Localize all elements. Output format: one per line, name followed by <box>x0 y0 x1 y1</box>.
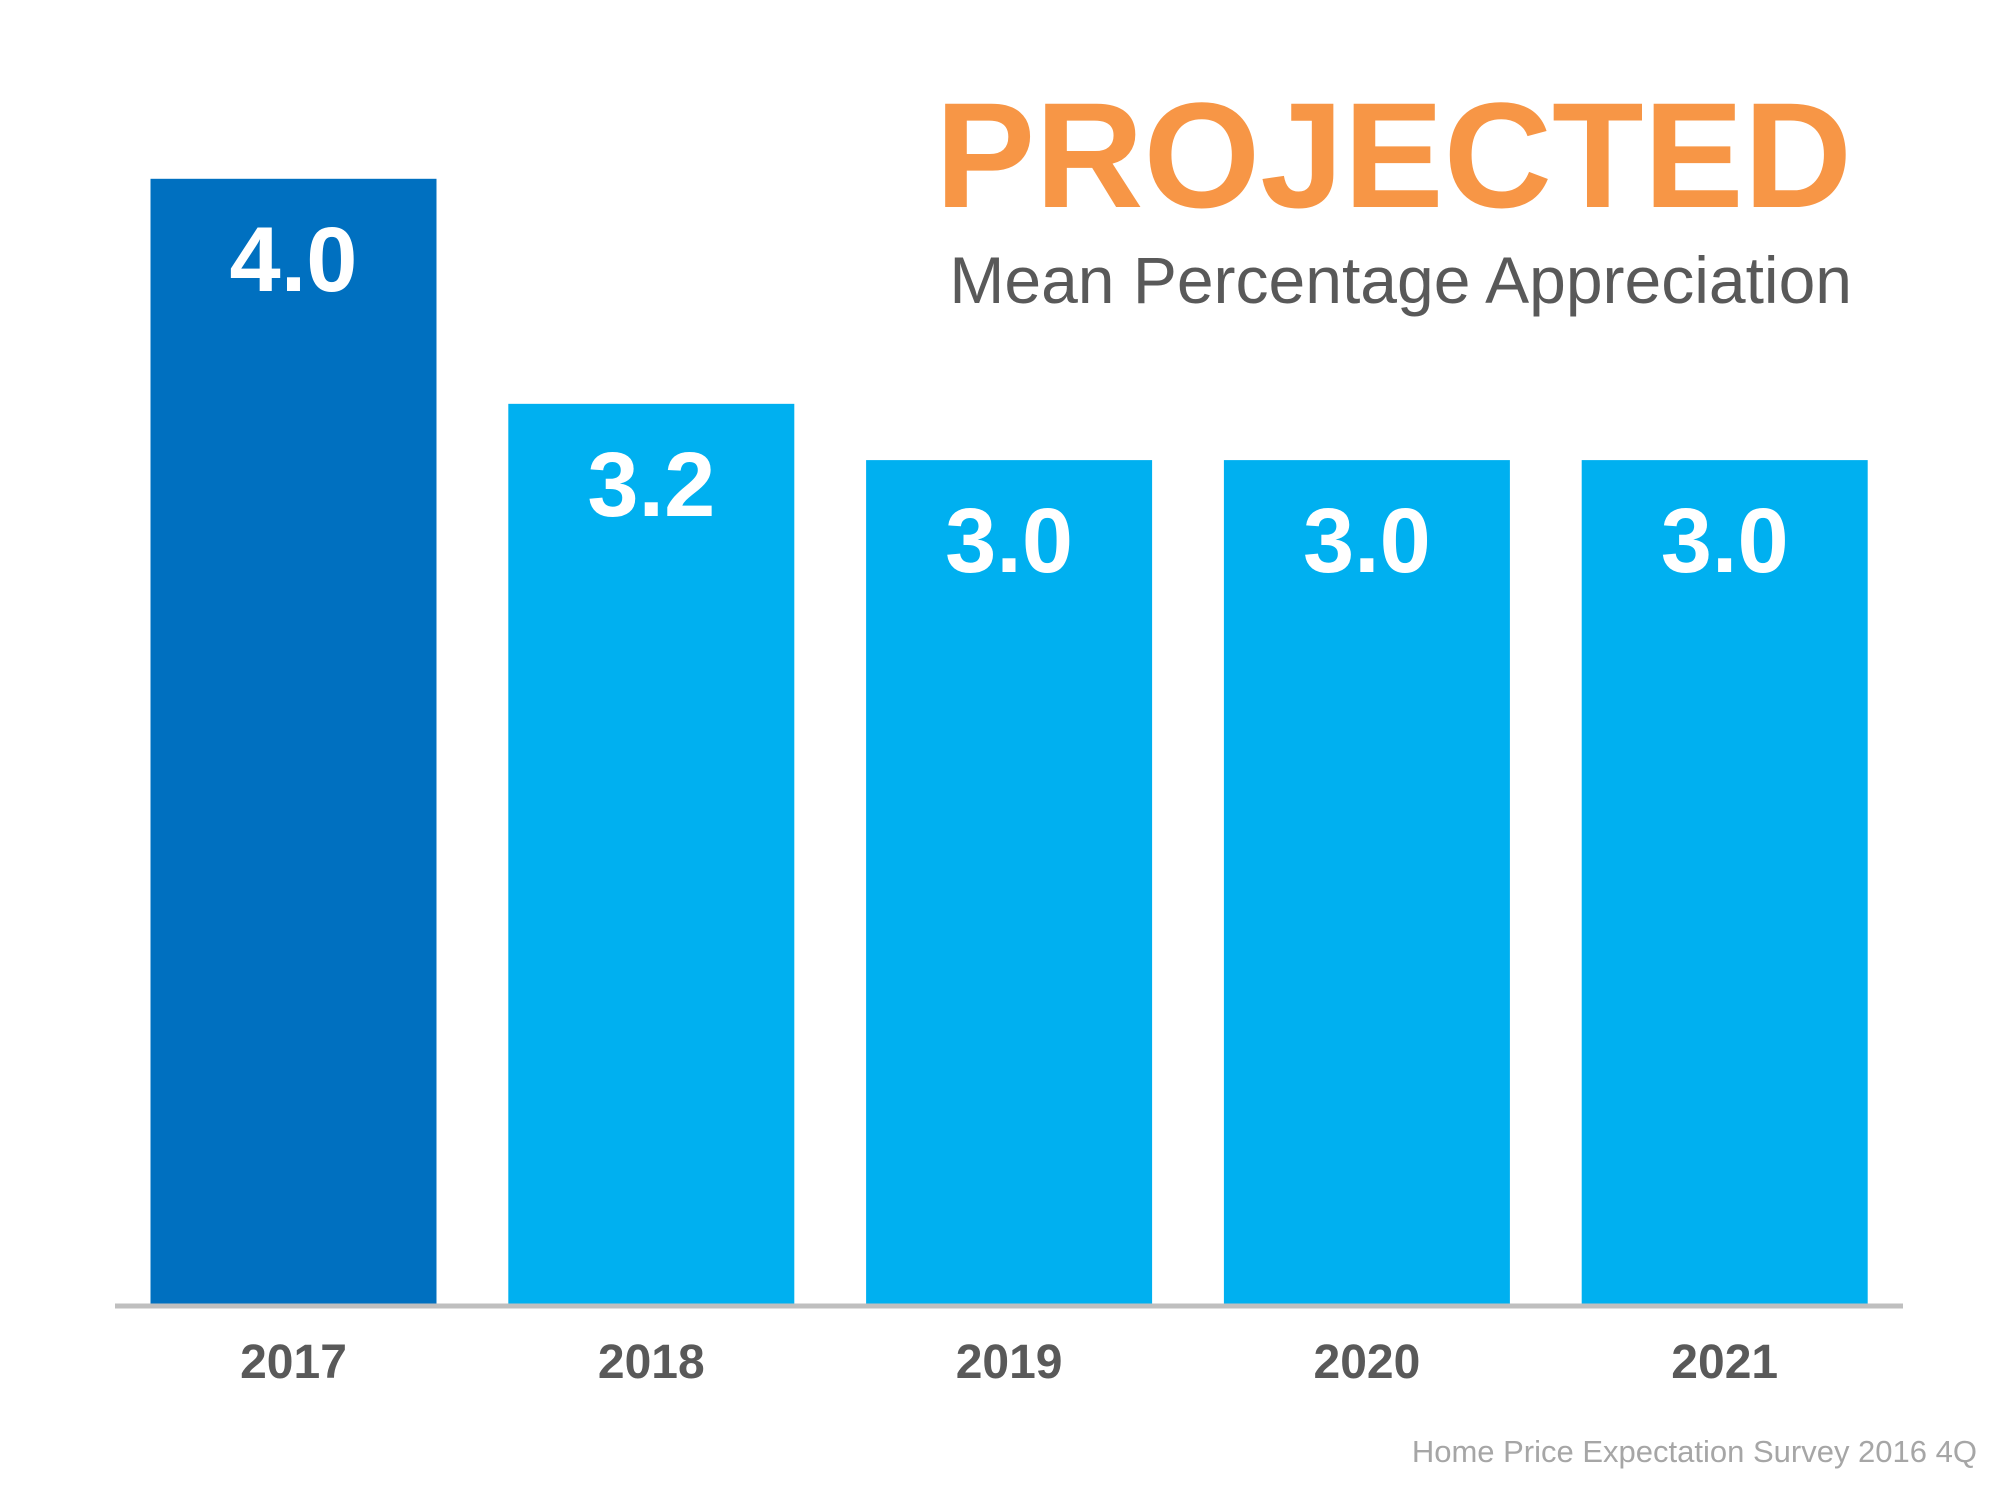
source-note: Home Price Expectation Survey 2016 4Q <box>1412 1434 1977 1469</box>
value-label: 3.0 <box>945 490 1073 592</box>
x-tick-label: 2021 <box>1671 1336 1778 1389</box>
bar <box>1223 460 1510 1305</box>
bar <box>508 403 795 1305</box>
value-label: 3.2 <box>587 434 715 536</box>
chart-title: PROJECTED <box>935 71 1852 239</box>
x-tick-label: 2020 <box>1314 1336 1421 1389</box>
x-tick-label: 2017 <box>240 1336 347 1389</box>
value-label: 3.0 <box>1661 490 1789 592</box>
x-tick-label: 2019 <box>956 1336 1063 1389</box>
x-tick-label: 2018 <box>598 1336 705 1389</box>
bar <box>1581 460 1868 1305</box>
chart-subtitle: Mean Percentage Appreciation <box>949 243 1852 317</box>
bar <box>866 460 1153 1305</box>
value-label: 4.0 <box>230 209 358 311</box>
value-label: 3.0 <box>1303 490 1431 592</box>
bar <box>150 178 437 1304</box>
